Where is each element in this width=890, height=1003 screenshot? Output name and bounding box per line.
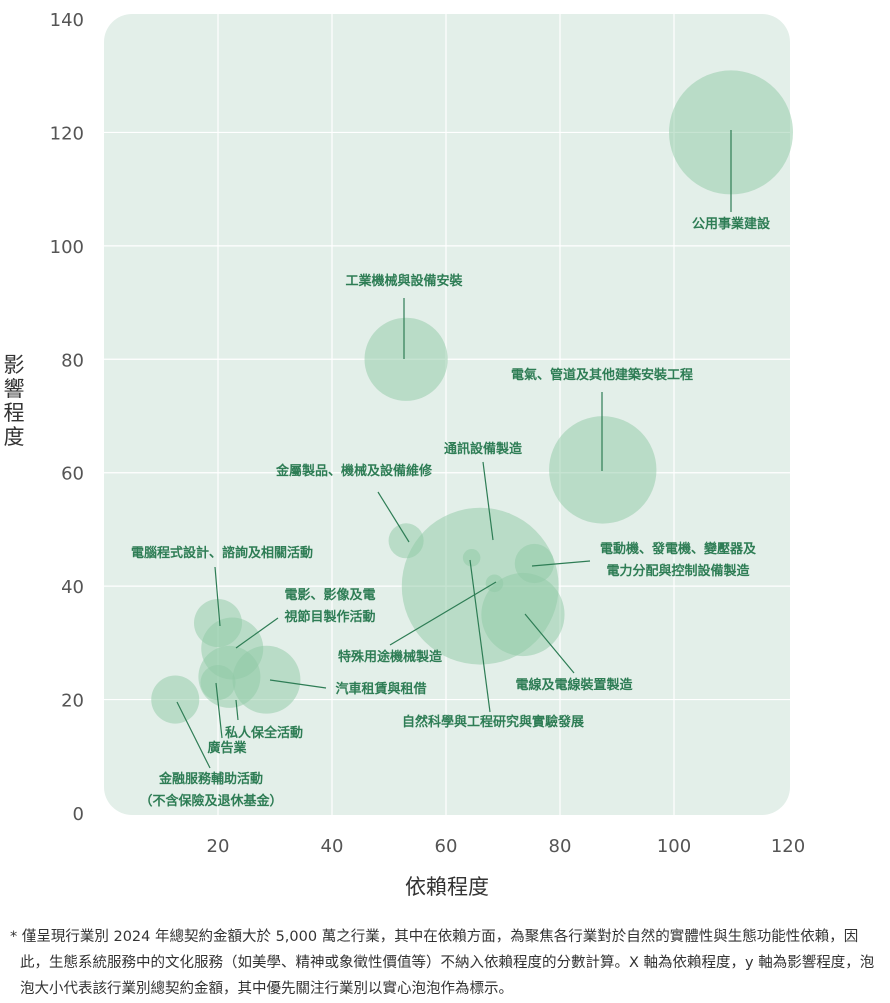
bubble-label: （不含保險及退休基金） (139, 793, 282, 809)
bubble-label: 視節目製作活動 (283, 609, 375, 625)
leader-line (269, 679, 327, 689)
bubbles (151, 70, 793, 724)
bubble-label: 電腦程式設計、諮詢及相關活動 (131, 545, 313, 561)
leader-line (469, 559, 491, 713)
x-tick-label: 60 (435, 836, 458, 857)
bubble-label: 公用事業建設 (692, 216, 771, 232)
y-tick-label: 120 (50, 123, 84, 144)
x-tick-labels: 20 40 60 80 100 120 (207, 836, 806, 857)
x-tick-label: 40 (321, 836, 344, 857)
y-tick-labels: 0 20 40 60 80 100 120 140 (50, 10, 84, 825)
leader-line (235, 699, 239, 721)
bubble-label: 特殊用途機械製造 (338, 649, 443, 665)
bubble-label: 電動機、發電機、變壓器及 (600, 541, 757, 557)
bubble (514, 543, 554, 584)
leader-line (176, 701, 211, 769)
y-axis-title: 影響程度 (4, 353, 25, 449)
x-axis-title: 依賴程度 (405, 875, 489, 899)
bubble (151, 675, 200, 724)
y-tick-label: 60 (61, 464, 84, 485)
y-tick-label: 40 (61, 577, 84, 598)
bubble (481, 572, 565, 657)
y-tick-label: 20 (61, 691, 84, 712)
x-tick-label: 100 (657, 836, 691, 857)
y-tick-label: 0 (73, 804, 84, 825)
leader-line (215, 682, 223, 739)
bubble-label: 金融服務輔助活動 (158, 771, 263, 787)
leader-lines (176, 130, 732, 769)
bubble-label: 廣告業 (207, 740, 247, 756)
bubble-label: 自然科學與工程研究與實驗發展 (402, 714, 585, 730)
bubble-label: 電力分配與控制設備製造 (606, 563, 750, 579)
x-tick-label: 80 (549, 836, 572, 857)
bubble (364, 317, 448, 401)
leader-line (389, 581, 497, 646)
bubble-label: 通訊設備製造 (444, 441, 523, 457)
plot-background (104, 14, 790, 815)
leader-line (482, 461, 494, 541)
footnote: * 僅呈現行業別 2024 年總契約金額大於 5,000 萬之行業，其中在依賴方… (10, 929, 875, 997)
bubble (193, 598, 243, 648)
bubble (200, 665, 236, 701)
leader-line (377, 491, 410, 543)
leader-line (214, 566, 221, 627)
leader-line (235, 617, 279, 649)
leader-line (524, 613, 575, 674)
bubble-label: 金屬製品、機械及設備維修 (275, 463, 433, 479)
y-tick-label: 80 (61, 350, 84, 371)
bubble-label: 電線及電線裝置製造 (515, 677, 633, 693)
bubble-chart: 公用事業建設工業機械與設備安裝電氣、管道及其他建築安裝工程通訊設備製造金屬製品、… (4, 10, 806, 899)
bubble (549, 416, 657, 524)
bubble-label: 電影、影像及電 (284, 587, 375, 603)
y-tick-label: 140 (50, 10, 84, 31)
x-tick-label: 20 (207, 836, 230, 857)
bubble-label: 工業機械與設備安裝 (345, 273, 463, 289)
y-tick-label: 100 (50, 237, 84, 258)
bubble (388, 523, 424, 559)
bubble-labels: 公用事業建設工業機械與設備安裝電氣、管道及其他建築安裝工程通訊設備製造金屬製品、… (131, 216, 771, 809)
x-tick-label: 120 (771, 836, 805, 857)
bubble-label: 汽車租賃與租借 (335, 681, 426, 697)
bubble (462, 549, 481, 567)
bubble-label: 私人保全活動 (225, 725, 303, 741)
leader-line (531, 560, 591, 567)
bubble-label: 電氣、管道及其他建築安裝工程 (511, 367, 693, 383)
